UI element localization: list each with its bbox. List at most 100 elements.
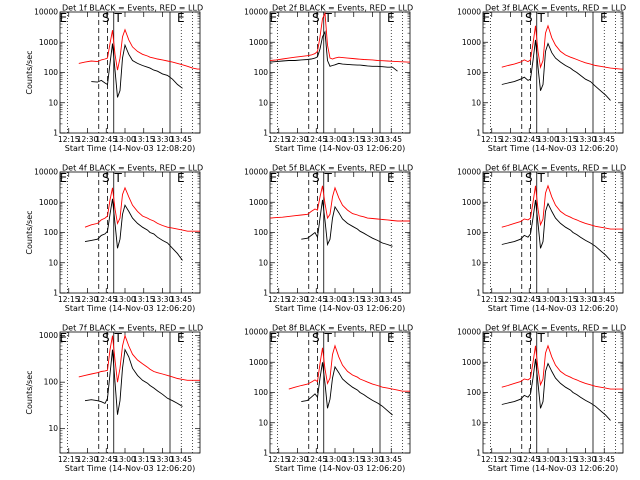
x-tick-label: 13:00 [324,135,346,144]
y-tick-label: 1000 [462,198,481,207]
x-tick-label: 13:30 [362,295,384,304]
y-tick-label: 100 [467,388,482,397]
y-tick-label: 10000 [244,8,268,17]
events-series-line [269,30,398,72]
x-tick-label: 13:00 [114,295,136,304]
x-tick-label: 12:30 [77,295,99,304]
y-tick-label: 10000 [457,328,481,337]
event-marker-label: E [600,171,608,185]
plot-frame [269,171,411,294]
plot-frame [59,331,201,454]
y-tick-label: 100 [467,68,482,77]
panel-title: Det 4f BLACK = Events, RED = LLD [62,164,203,173]
y-tick-label: 1000 [39,198,58,207]
lld-series-line [84,186,200,232]
x-tick-label: 13:30 [575,135,597,144]
x-tick-label: 13:15 [133,135,155,144]
x-tick-label: 13:45 [170,135,192,144]
events-series-line [301,199,393,247]
event-marker-label: T [537,331,546,345]
y-tick-label: 10000 [457,8,481,17]
x-tick-label: 13:30 [575,455,597,464]
panel-title: Det 1f BLACK = Events, RED = LLD [62,4,203,13]
y-tick-label: 10 [48,258,58,267]
x-axis-label: Start Time (14-Nov-03 12:06:20) [275,144,405,153]
x-tick-label: 13:00 [114,135,136,144]
x-tick-label: 12:15 [481,295,503,304]
event-marker-label: E [483,171,491,185]
events-series-line [91,43,183,98]
lld-series-line [501,24,623,70]
x-axis-label: Start Time (14-Nov-03 12:06:20) [275,304,405,313]
x-tick-label: 12:30 [287,455,309,464]
panel-title: Det 2f BLACK = Events, RED = LLD [272,4,413,13]
y-tick-label: 1 [263,129,268,138]
y-tick-label: 10 [258,98,268,107]
x-tick-label: 12:30 [77,455,99,464]
x-tick-label: 13:45 [593,295,615,304]
y-tick-label: 1000 [462,358,481,367]
event-marker-label: E [270,171,278,185]
event-marker-label: E [270,11,278,25]
x-tick-label: 13:45 [593,135,615,144]
x-tick-label: 13:45 [380,135,402,144]
x-tick-label: 13:30 [152,295,174,304]
x-axis-label: Start Time (14-Nov-03 12:06:20) [65,464,195,473]
events-series-line [84,198,183,261]
y-tick-label: 100 [44,378,59,387]
x-tick-label: 12:45 [95,135,117,144]
x-tick-label: 12:15 [481,135,503,144]
plot-frame [269,11,411,134]
x-tick-label: 13:45 [593,455,615,464]
plot-frame [482,11,624,134]
x-tick-label: 13:00 [324,455,346,464]
x-tick-label: 12:15 [268,295,290,304]
y-tick-label: 10 [48,424,58,433]
x-tick-label: 13:45 [170,295,192,304]
y-tick-label: 1 [476,129,481,138]
x-tick-label: 13:00 [114,455,136,464]
events-series-line [501,39,611,101]
y-tick-label: 1000 [249,38,268,47]
x-tick-label: 13:00 [537,455,559,464]
event-marker-label: S [102,331,110,345]
x-tick-label: 13:00 [324,295,346,304]
x-tick-label: 12:15 [268,135,290,144]
y-tick-label: 1 [476,289,481,298]
event-marker-label: S [312,11,320,25]
x-tick-label: 13:45 [170,455,192,464]
y-tick-label: 100 [254,228,269,237]
x-tick-label: 13:15 [343,135,365,144]
y-axis-label: Counts/sec [25,50,34,94]
events-series-line [301,362,393,416]
x-tick-label: 13:00 [537,135,559,144]
y-tick-label: 1 [53,129,58,138]
x-tick-label: 13:15 [556,135,578,144]
lld-series-line [78,28,200,71]
panel-title: Det 5f BLACK = Events, RED = LLD [272,164,413,173]
y-tick-label: 100 [44,228,59,237]
y-tick-label: 1 [263,289,268,298]
event-marker-label: T [537,171,546,185]
y-tick-label: 10 [471,258,481,267]
x-tick-label: 12:45 [305,295,327,304]
x-tick-label: 12:30 [500,455,522,464]
y-tick-label: 10 [258,418,268,427]
x-tick-label: 12:15 [58,295,80,304]
x-tick-label: 12:45 [95,295,117,304]
panel-title: Det 9f BLACK = Events, RED = LLD [485,324,626,333]
plot-frame [482,171,624,294]
x-tick-label: 13:15 [556,295,578,304]
x-tick-label: 13:30 [152,455,174,464]
x-tick-label: 12:45 [95,455,117,464]
event-marker-label: E [600,331,608,345]
x-tick-label: 13:30 [362,455,384,464]
event-marker-label: T [324,171,333,185]
event-marker-label: T [324,331,333,345]
